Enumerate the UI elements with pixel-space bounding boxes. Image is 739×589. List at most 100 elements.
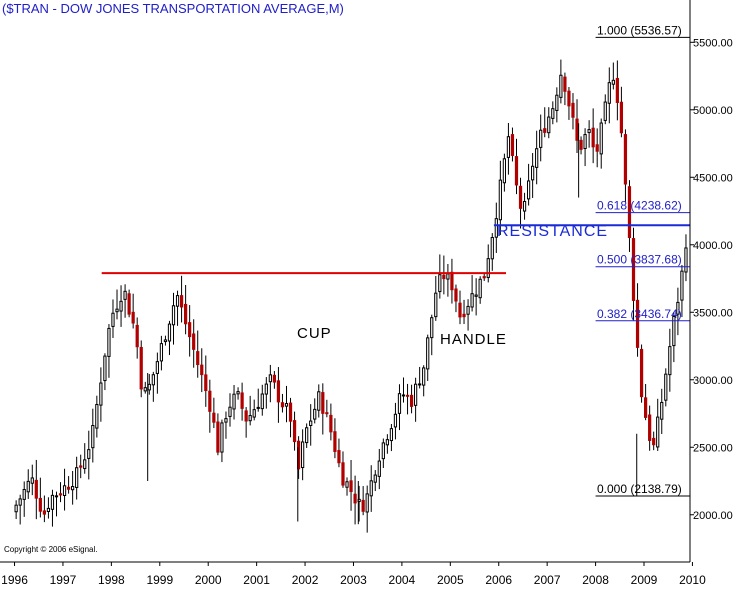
candle [555, 87, 559, 123]
candle [309, 404, 313, 446]
candle [256, 388, 260, 412]
candle-body [305, 427, 309, 444]
candle-body [313, 408, 317, 420]
candle-body [107, 327, 111, 357]
candle [175, 290, 180, 326]
candle [163, 335, 168, 346]
candle [648, 405, 652, 451]
candle-body [208, 390, 212, 412]
candle-body [490, 237, 494, 260]
y-tick-label: 2000.00 [693, 510, 733, 522]
x-tick-label: 1999 [146, 573, 173, 587]
candle-body [321, 392, 325, 414]
candle-body [591, 127, 595, 148]
candle-body [446, 273, 450, 280]
candle [216, 413, 220, 456]
fib-level-label: 0.500 (3837.68) [597, 253, 682, 267]
candle-body [405, 394, 410, 397]
candle-body [434, 292, 438, 318]
candle-body [71, 486, 75, 491]
candle-body [422, 367, 426, 386]
candle-body [555, 94, 559, 111]
candle [34, 459, 38, 520]
candle-body [159, 343, 164, 362]
candle [401, 377, 406, 403]
candle [22, 481, 26, 517]
candle [474, 278, 478, 316]
candle-body [26, 480, 30, 493]
candle [680, 264, 684, 318]
candle [325, 399, 329, 418]
candle [482, 273, 486, 281]
candle [349, 459, 353, 511]
candle [510, 127, 515, 162]
x-tick-label: 2004 [389, 573, 416, 587]
x-tick-label: 1997 [50, 573, 77, 587]
candle [62, 468, 67, 511]
candle-body [369, 480, 373, 497]
candle [83, 443, 87, 474]
candle [196, 330, 200, 378]
candle [639, 344, 644, 403]
candle [50, 489, 55, 527]
candle-body [175, 295, 180, 307]
candle [393, 402, 398, 440]
candle-body [264, 383, 268, 395]
candle [139, 340, 143, 398]
candle-body [30, 477, 34, 484]
candle [38, 477, 42, 518]
candle [272, 370, 276, 389]
candle-body [373, 474, 377, 483]
candle [563, 72, 567, 106]
candle [414, 377, 418, 422]
candle-body [34, 479, 38, 499]
candle [188, 305, 192, 357]
candle-body [196, 351, 200, 366]
candle [115, 289, 119, 320]
candle-body [309, 420, 313, 426]
candle-body [664, 373, 668, 401]
candle [228, 393, 232, 427]
candle-body [531, 165, 535, 181]
candle [305, 423, 309, 448]
candle-body [639, 348, 644, 398]
candle [95, 395, 99, 438]
candle [442, 255, 446, 295]
candle [171, 292, 176, 345]
candle [603, 94, 607, 125]
y-tick-label: 2500.00 [693, 442, 733, 454]
fib-level-label: 0.382 (3436.74) [597, 307, 682, 321]
x-tick-label: 1998 [98, 573, 125, 587]
candle-body [204, 374, 208, 392]
candle-body [75, 467, 79, 488]
candle [26, 469, 30, 499]
candle-body [38, 497, 42, 512]
candle [329, 403, 333, 441]
candle [535, 130, 539, 185]
candle [341, 451, 345, 488]
candle [240, 382, 244, 421]
candle [458, 290, 462, 325]
candle [373, 470, 377, 492]
candle [389, 424, 394, 452]
candle [18, 494, 22, 525]
candle-body [462, 313, 466, 318]
candle-body [353, 493, 357, 504]
candle-body [103, 355, 107, 382]
candle-body [656, 416, 660, 448]
x-tick-label: 2008 [582, 573, 609, 587]
candle-body [397, 393, 402, 414]
candle-body [603, 101, 607, 121]
candle-body [216, 421, 220, 453]
candle-body [220, 422, 224, 453]
candle-body [192, 333, 196, 350]
candle-body [163, 339, 168, 343]
candle [635, 283, 640, 357]
candle-body [385, 439, 389, 446]
candle [151, 371, 155, 402]
candle [595, 128, 599, 168]
candle [14, 500, 18, 520]
candle-body [672, 315, 676, 347]
candle-body [345, 481, 349, 488]
candle-body [631, 238, 636, 301]
